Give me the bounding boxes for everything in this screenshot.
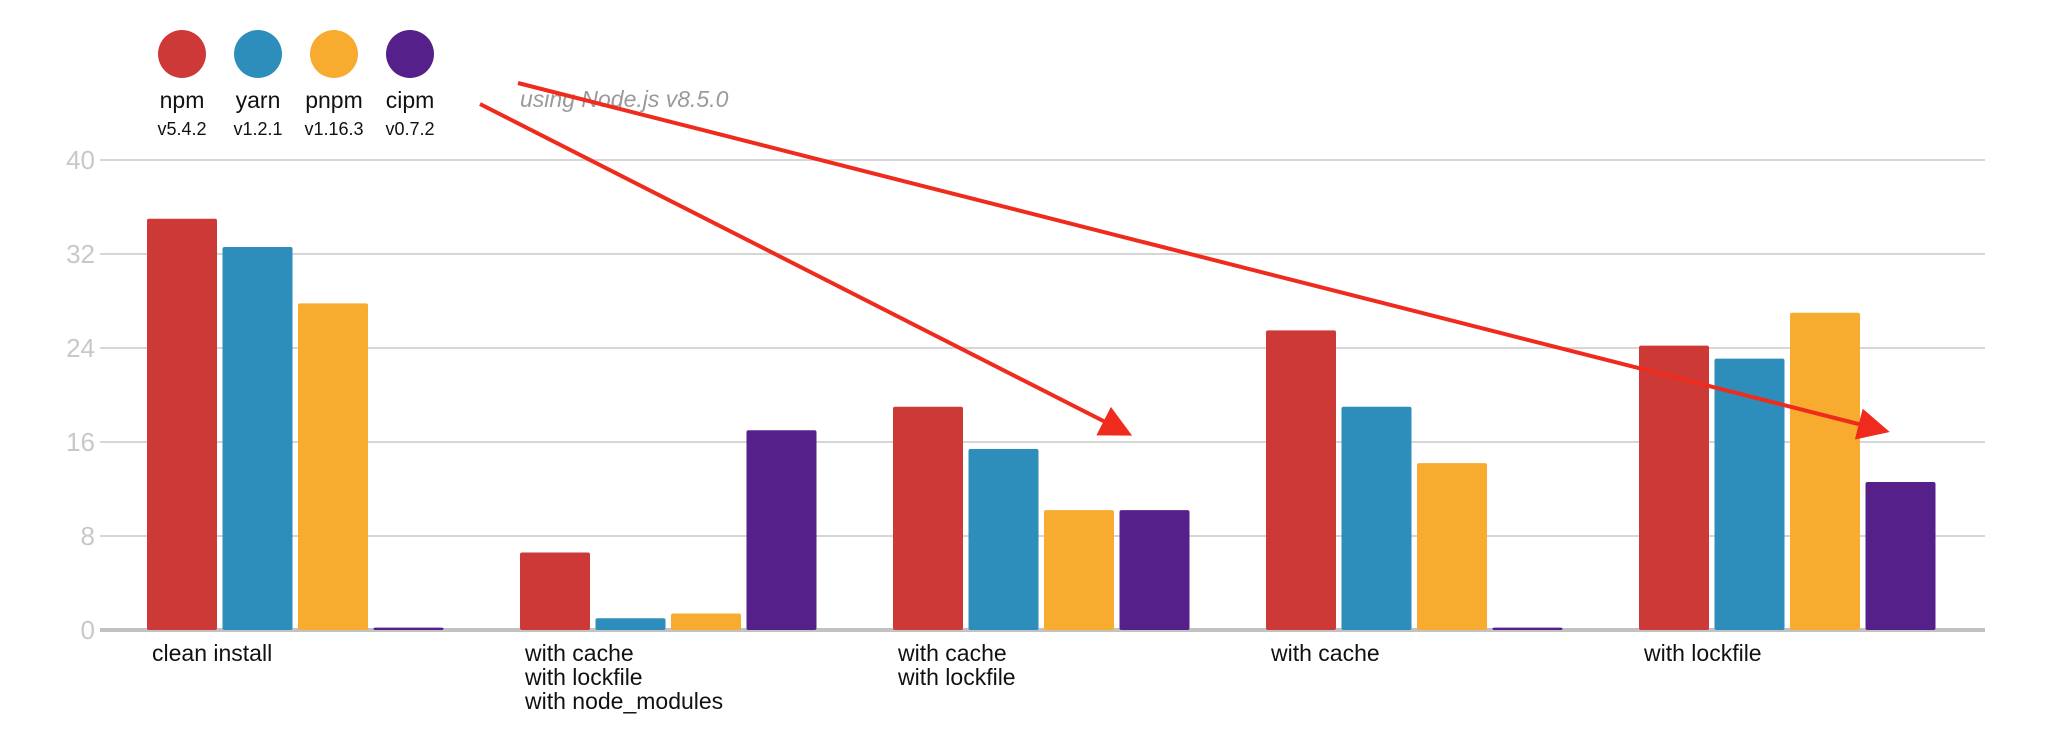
bar-yarn-1 xyxy=(223,247,293,630)
x-category-label: with lockfile xyxy=(1643,640,1762,666)
bar-yarn-3 xyxy=(969,449,1039,630)
x-category-label: clean install xyxy=(152,640,272,666)
y-tick-label: 32 xyxy=(66,239,95,269)
legend-swatch-npm xyxy=(158,30,206,78)
bar-yarn-2 xyxy=(596,618,666,630)
bar-cipm-4 xyxy=(1493,628,1563,630)
x-category-label: with lockfile xyxy=(897,664,1016,690)
legend-swatch-cipm xyxy=(386,30,434,78)
x-category-label: with lockfile xyxy=(524,664,643,690)
y-tick-label: 8 xyxy=(81,521,95,551)
bar-npm-4 xyxy=(1266,330,1336,630)
legend-swatch-yarn xyxy=(234,30,282,78)
bar-cipm-5 xyxy=(1866,482,1936,630)
y-tick-label: 24 xyxy=(66,333,95,363)
legend-label-yarn: yarn xyxy=(236,87,281,113)
bar-npm-1 xyxy=(147,219,217,630)
y-tick-label: 0 xyxy=(81,615,95,645)
x-category-label: with node_modules xyxy=(524,688,723,714)
bar-yarn-4 xyxy=(1342,407,1412,630)
legend-version-yarn: v1.2.1 xyxy=(233,119,282,139)
legend-version-npm: v5.4.2 xyxy=(157,119,206,139)
legend-version-cipm: v0.7.2 xyxy=(385,119,434,139)
x-category-label: with cache xyxy=(897,640,1007,666)
bar-npm-5 xyxy=(1639,346,1709,630)
bar-pnpm-1 xyxy=(298,303,368,630)
bar-cipm-1 xyxy=(374,628,444,630)
bar-pnpm-5 xyxy=(1790,313,1860,630)
bar-npm-2 xyxy=(520,552,590,630)
bar-pnpm-3 xyxy=(1044,510,1114,630)
bar-pnpm-2 xyxy=(671,614,741,630)
legend-swatch-pnpm xyxy=(310,30,358,78)
legend-label-pnpm: pnpm xyxy=(305,87,363,113)
y-tick-label: 40 xyxy=(66,145,95,175)
x-category-label: with cache xyxy=(1270,640,1380,666)
trend-arrow xyxy=(480,104,1125,432)
x-category-label: with cache xyxy=(524,640,634,666)
legend-version-pnpm: v1.16.3 xyxy=(304,119,363,139)
bar-yarn-5 xyxy=(1715,359,1785,630)
bar-pnpm-4 xyxy=(1417,463,1487,630)
legend: npm v5.4.2 yarn v1.2.1 pnpm v1.16.3 cipm v0.7.2 xyxy=(157,30,434,139)
bar-npm-3 xyxy=(893,407,963,630)
bar-cipm-3 xyxy=(1120,510,1190,630)
trend-arrow xyxy=(518,83,1882,430)
bar-cipm-2 xyxy=(747,430,817,630)
y-tick-label: 16 xyxy=(66,427,95,457)
legend-label-npm: npm xyxy=(160,87,205,113)
legend-label-cipm: cipm xyxy=(386,87,435,113)
y-axis: 0 8 16 24 32 40 xyxy=(66,145,95,645)
bars xyxy=(147,219,1936,630)
